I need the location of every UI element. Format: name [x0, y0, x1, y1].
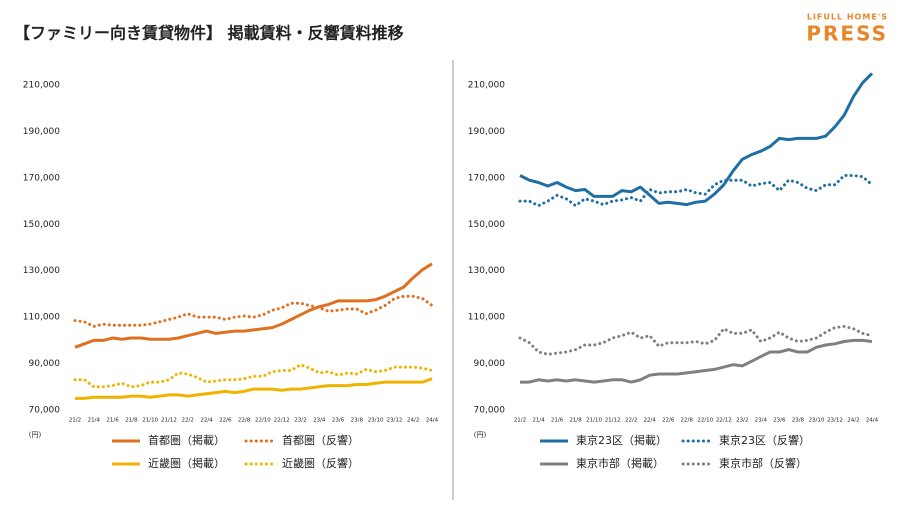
y-tick-label: 190,000: [23, 127, 60, 137]
x-tick-label: 22/8: [238, 418, 251, 424]
x-tick-label: 21/8: [569, 418, 582, 424]
logo-main: PRESS: [806, 22, 888, 46]
x-tick-label: 21/12: [161, 418, 177, 424]
x-tick-label: 22/12: [716, 418, 732, 424]
legend-label: 東京市部（掲載）: [576, 456, 664, 470]
x-tick-label: 21/2: [69, 418, 81, 424]
x-tick-label: 22/2: [625, 418, 637, 424]
x-tick-label: 21/8: [125, 418, 138, 424]
x-tick-label: 23/12: [386, 418, 402, 424]
y-tick-label: 130,000: [23, 266, 60, 276]
x-tick-label: 23/4: [755, 418, 768, 424]
legend-label: 東京23区（反響）: [719, 433, 810, 447]
x-tick-label: 23/4: [313, 418, 326, 424]
legend-label: 近畿圏（反響）: [282, 456, 359, 470]
x-tick-label: 23/8: [351, 418, 364, 424]
y-tick-label: 90,000: [474, 359, 506, 369]
y-tick-label: 70,000: [474, 406, 506, 416]
x-tick-label: 21/4: [532, 418, 545, 424]
x-tick-label: 22/6: [219, 418, 232, 424]
y-tick-label: 110,000: [468, 313, 505, 323]
y-tick-label: 90,000: [29, 359, 61, 369]
x-tick-label: 23/8: [792, 418, 805, 424]
legend-label: 首都圏（反響）: [282, 433, 359, 447]
x-tick-label: 22/4: [644, 418, 657, 424]
x-tick-label: 23/2: [294, 418, 306, 424]
x-tick-label: 23/12: [827, 418, 843, 424]
x-tick-label: 24/4: [866, 418, 879, 424]
x-tick-label: 23/10: [808, 418, 824, 424]
series-line: [73, 294, 434, 328]
y-tick-label: 150,000: [23, 220, 60, 230]
series-line: [74, 262, 433, 349]
legend-label: 首都圏（掲載）: [148, 433, 225, 447]
x-tick-label: 24/2: [407, 418, 419, 424]
legend-label: 東京市部（反響）: [719, 456, 807, 470]
y-tick-label: 110,000: [23, 313, 60, 323]
legend-label: 近畿圏（掲載）: [148, 456, 225, 470]
series-line: [518, 174, 874, 208]
y-tick-label: 130,000: [468, 266, 505, 276]
y-tick-label: 170,000: [468, 173, 505, 183]
series-line: [519, 72, 874, 207]
y-tick-label: 210,000: [468, 81, 505, 91]
x-tick-label: 22/10: [255, 418, 271, 424]
y-unit: (円): [474, 431, 487, 439]
x-tick-label: 23/6: [773, 418, 786, 424]
series-line: [73, 363, 434, 389]
x-tick-label: 21/10: [586, 418, 602, 424]
y-tick-label: 210,000: [23, 81, 60, 91]
y-tick-label: 150,000: [468, 220, 505, 230]
x-tick-label: 22/4: [200, 418, 213, 424]
series-line: [75, 377, 433, 400]
x-tick-label: 22/6: [662, 418, 675, 424]
series-line: [520, 338, 873, 384]
x-tick-label: 21/4: [88, 418, 101, 424]
x-tick-label: 22/12: [274, 418, 290, 424]
y-tick-label: 170,000: [23, 173, 60, 183]
x-tick-label: 21/12: [605, 418, 621, 424]
x-tick-label: 24/2: [847, 418, 859, 424]
y-tick-label: 190,000: [468, 127, 505, 137]
x-tick-label: 23/2: [736, 418, 748, 424]
series-line: [518, 324, 874, 356]
x-tick-label: 21/2: [514, 418, 526, 424]
y-tick-label: 70,000: [29, 406, 61, 416]
legend-label: 東京23区（掲載）: [576, 433, 667, 447]
page-title: 【ファミリー向き賃貸物件】 掲載賃料・反響賃料推移: [14, 24, 404, 43]
x-tick-label: 24/4: [426, 418, 439, 424]
logo-top: LIFULL HOME'S: [807, 13, 888, 22]
y-unit: (円): [29, 431, 42, 439]
x-tick-label: 22/8: [681, 418, 694, 424]
x-tick-label: 23/10: [368, 418, 384, 424]
x-tick-label: 21/6: [106, 418, 119, 424]
x-tick-label: 22/2: [182, 418, 194, 424]
x-tick-label: 21/6: [551, 418, 564, 424]
x-tick-label: 22/10: [697, 418, 713, 424]
x-tick-label: 21/10: [142, 418, 158, 424]
x-tick-label: 23/6: [332, 418, 345, 424]
